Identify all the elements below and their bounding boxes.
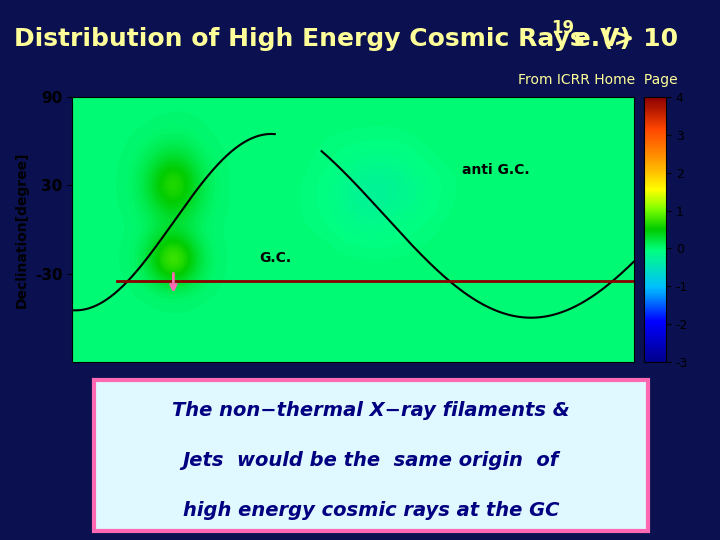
Text: anti G.C.: anti G.C. (462, 163, 530, 177)
Y-axis label: Declination[degree]: Declination[degree] (15, 151, 29, 308)
Text: high energy cosmic rays at the GC: high energy cosmic rays at the GC (183, 501, 559, 520)
Text: The non−thermal X−ray filaments &: The non−thermal X−ray filaments & (172, 401, 570, 420)
Text: e.V): e.V) (565, 27, 631, 51)
FancyBboxPatch shape (94, 380, 648, 531)
Text: 19: 19 (551, 19, 574, 37)
Text: Distribution of High Energy Cosmic Rays  (> 10: Distribution of High Energy Cosmic Rays … (14, 27, 678, 51)
Text: G.C.: G.C. (259, 251, 292, 265)
Text: From ICRR Home  Page: From ICRR Home Page (518, 73, 678, 87)
Text: Jets  would be the  same origin  of: Jets would be the same origin of (183, 451, 559, 470)
